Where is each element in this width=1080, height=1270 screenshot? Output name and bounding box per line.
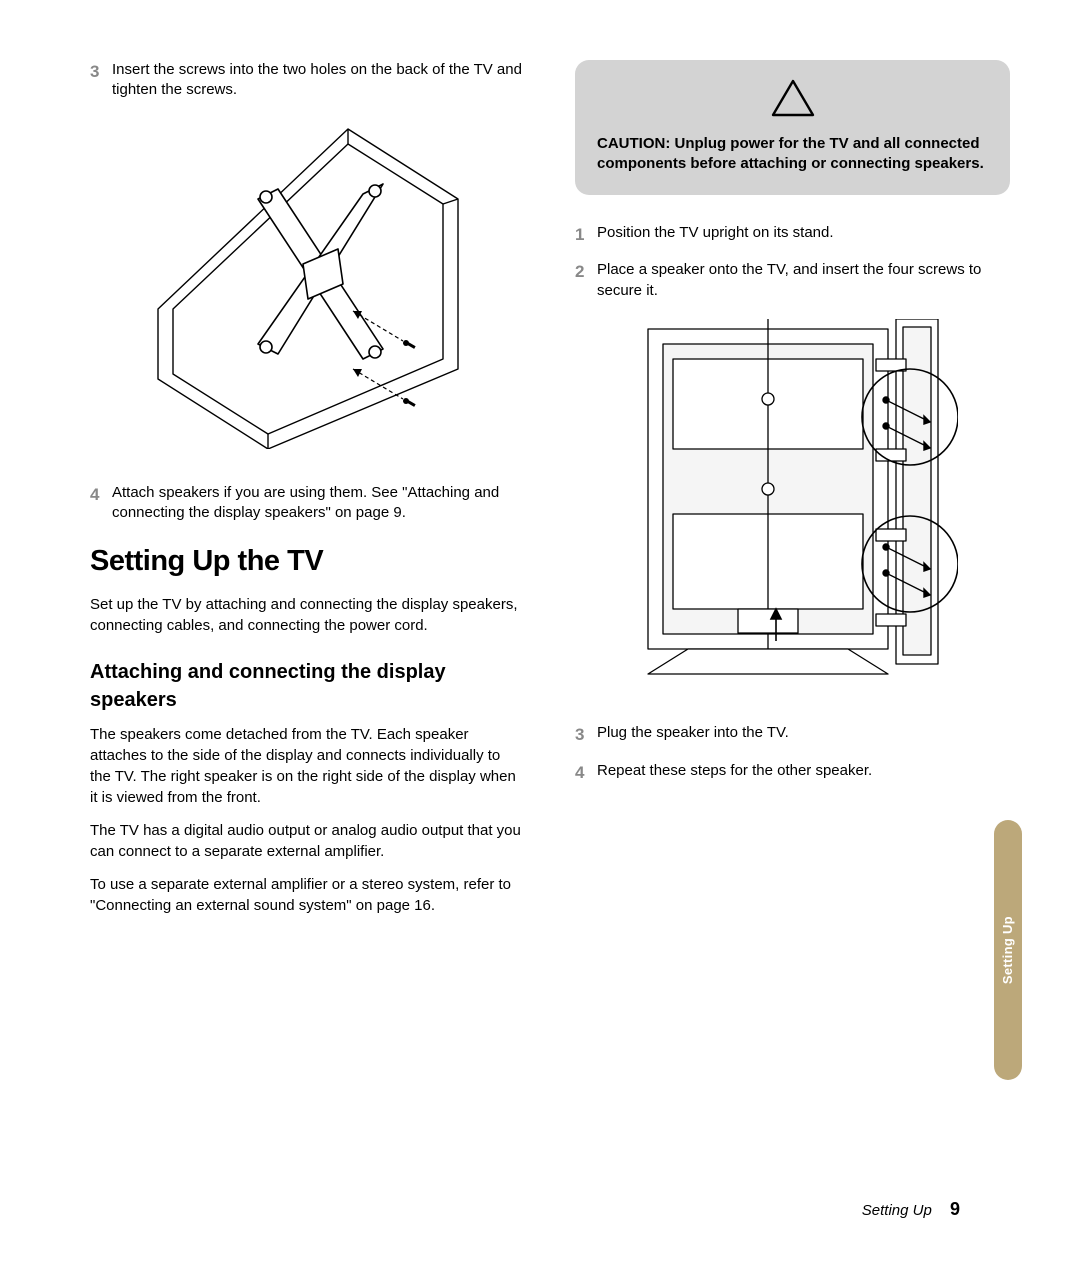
side-tab-label: Setting Up [999, 916, 1017, 984]
step-3-right: 3 Plug the speaker into the TV. [575, 723, 1010, 747]
heading-attaching-speakers: Attaching and connecting the display spe… [90, 658, 525, 714]
right-column: CAUTION: Unplug power for the TV and all… [575, 60, 1010, 928]
caution-box: CAUTION: Unplug power for the TV and all… [575, 60, 1010, 195]
step-text: Place a speaker onto the TV, and insert … [597, 260, 1010, 301]
step-number: 4 [90, 483, 112, 524]
step-number: 2 [575, 260, 597, 301]
page-footer: Setting Up 9 [862, 1197, 960, 1222]
left-column: 3 Insert the screws into the two holes o… [90, 60, 525, 928]
tv-bracket-illustration [148, 119, 468, 449]
step-text: Position the TV upright on its stand. [597, 223, 1010, 247]
step-2-right: 2 Place a speaker onto the TV, and inser… [575, 260, 1010, 301]
step-3-left: 3 Insert the screws into the two holes o… [90, 60, 525, 101]
step-4-right: 4 Repeat these steps for the other speak… [575, 761, 1010, 785]
step-text: Attach speakers if you are using them. S… [112, 483, 525, 524]
footer-section: Setting Up [862, 1202, 932, 1219]
figure-tv-back-iso [90, 119, 525, 455]
step-text: Repeat these steps for the other speaker… [597, 761, 1010, 785]
step-number: 3 [575, 723, 597, 747]
speaker-attach-illustration [628, 319, 958, 689]
step-text: Plug the speaker into the TV. [597, 723, 1010, 747]
heading-setting-up-tv: Setting Up the TV [90, 541, 525, 582]
intro-paragraph: Set up the TV by attaching and connectin… [90, 594, 525, 636]
step-number: 3 [90, 60, 112, 101]
caution-triangle-icon [597, 78, 988, 124]
step-text: Insert the screws into the two holes on … [112, 60, 525, 101]
step-1-right: 1 Position the TV upright on its stand. [575, 223, 1010, 247]
caution-text: CAUTION: Unplug power for the TV and all… [597, 134, 988, 175]
side-tab: Setting Up [994, 820, 1022, 1080]
step-number: 1 [575, 223, 597, 247]
paragraph-3: To use a separate external amplifier or … [90, 874, 525, 916]
figure-speaker-attach [575, 319, 1010, 695]
step-number: 4 [575, 761, 597, 785]
paragraph-2: The TV has a digital audio output or ana… [90, 820, 525, 862]
step-4-left: 4 Attach speakers if you are using them.… [90, 483, 525, 524]
footer-page-number: 9 [950, 1199, 960, 1219]
paragraph-1: The speakers come detached from the TV. … [90, 724, 525, 808]
